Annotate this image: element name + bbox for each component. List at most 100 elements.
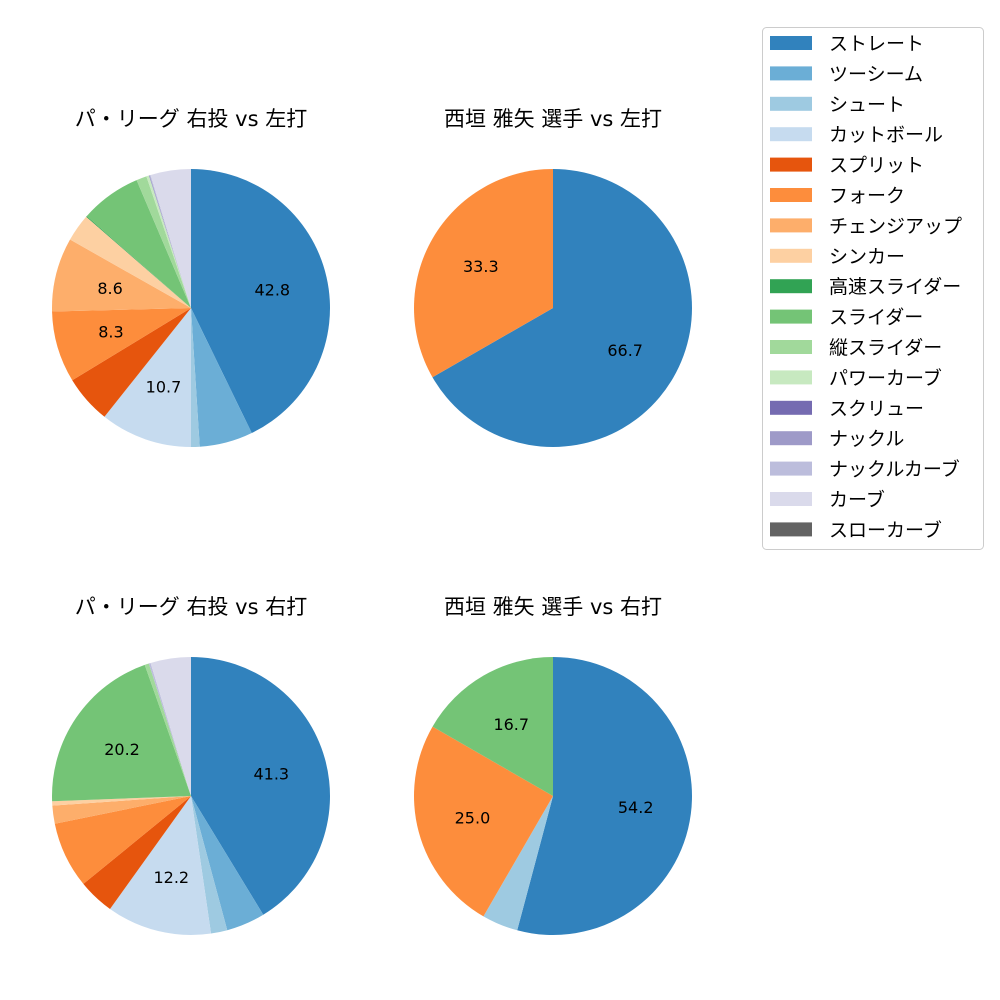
legend-swatch xyxy=(770,431,812,446)
legend-swatch xyxy=(770,218,812,233)
legend-swatch xyxy=(770,248,812,263)
legend-swatch xyxy=(770,66,812,81)
chart-title: パ・リーグ 右投 vs 右打 xyxy=(75,595,307,619)
pie-slice-ストレート xyxy=(191,657,331,915)
legend-swatch xyxy=(770,400,812,415)
pie-slice-カーブ xyxy=(150,657,191,796)
slice-data-label: 12.2 xyxy=(153,868,189,887)
legend-label: 高速スライダー xyxy=(829,276,961,298)
pie-slice-フォーク xyxy=(54,796,192,884)
legend-label: スローカーブ xyxy=(829,518,942,541)
pie-slice-ストレート xyxy=(432,169,692,448)
pie-slice-シンカー xyxy=(70,216,191,308)
legend-item: ナックル xyxy=(770,428,904,450)
pie-slice-スライダー xyxy=(86,180,191,308)
legend-swatch xyxy=(770,96,812,111)
legend-item: ナックルカーブ xyxy=(770,458,960,481)
legend-label: ストレート xyxy=(829,33,924,55)
pie-slice-カットボール xyxy=(110,796,212,935)
slice-data-label: 8.3 xyxy=(98,323,123,342)
legend-item: ストレート xyxy=(770,33,924,55)
legend-label: スクリュー xyxy=(829,398,924,420)
slice-data-label: 33.3 xyxy=(463,257,499,276)
pie-slice-高速スライダー xyxy=(86,216,191,308)
legend-item: スライダー xyxy=(770,307,923,329)
legend-swatch xyxy=(770,188,812,202)
slice-data-label: 42.8 xyxy=(254,280,290,299)
slice-data-label: 66.7 xyxy=(607,341,643,360)
pie-slice-フォーク xyxy=(414,726,553,917)
pie-slice-スプリット xyxy=(83,796,191,909)
pie-slice-縦スライダー xyxy=(136,176,191,308)
pie-slice-チェンジアップ xyxy=(52,239,191,312)
pie-slice-ストレート xyxy=(191,169,331,434)
pie-slice-シュート xyxy=(191,308,200,447)
chart-title: パ・リーグ 右投 vs 左打 xyxy=(75,107,307,131)
legend-label: カットボール xyxy=(829,124,943,146)
pie-slice-カーブ xyxy=(150,169,191,308)
legend-label: 縦スライダー xyxy=(829,337,942,359)
legend-label: パワーカーブ xyxy=(829,366,942,389)
legend-label: スプリット xyxy=(829,155,924,177)
pie-slice-ナックルカーブ xyxy=(148,663,191,796)
slice-data-label: 8.6 xyxy=(97,279,122,298)
legend-item: スクリュー xyxy=(770,398,924,420)
pie-chart-3: パ・リーグ 右投 vs 右打 41.3 12.2 20.2 xyxy=(52,595,331,935)
legend-label: フォーク xyxy=(829,185,905,207)
legend-item: スローカーブ xyxy=(770,518,942,541)
legend-swatch xyxy=(770,370,812,385)
legend-swatch xyxy=(770,279,812,294)
legend-label: ナックル xyxy=(829,428,904,450)
legend-item: フォーク xyxy=(770,185,905,207)
pie-slice-パワーカーブ xyxy=(146,175,191,308)
pie-chart-1: パ・リーグ 右投 vs 左打 42.8 10.7 8.3 8.6 xyxy=(52,107,331,447)
pie-slice-シュート xyxy=(191,796,228,934)
pie-slice-シュート xyxy=(483,796,553,931)
pie-slice-カットボール xyxy=(104,308,191,447)
pie-slice-スプリット xyxy=(72,308,191,417)
legend-swatch xyxy=(770,461,812,476)
legend-swatch xyxy=(770,340,812,354)
legend-item: 縦スライダー xyxy=(770,337,942,359)
pie-slice-ツーシーム xyxy=(191,308,252,447)
chart-title: 西垣 雅矢 選手 vs 左打 xyxy=(444,107,662,131)
slice-data-label: 41.3 xyxy=(253,764,289,783)
legend-item: カーブ xyxy=(770,488,885,511)
slice-data-label: 20.2 xyxy=(104,740,140,759)
slice-data-label: 16.7 xyxy=(493,715,529,734)
legend-label: シンカー xyxy=(829,246,905,268)
legend-item: ツーシーム xyxy=(770,63,923,85)
legend-swatch xyxy=(770,492,812,506)
chart-title: 西垣 雅矢 選手 vs 右打 xyxy=(444,595,662,619)
legend-item: カットボール xyxy=(770,124,943,146)
legend-swatch xyxy=(770,157,812,172)
pie-chart-4: 西垣 雅矢 選手 vs 右打 54.2 25.0 16.7 xyxy=(414,595,693,935)
pie-slice-スライダー xyxy=(52,664,191,802)
legend-frame xyxy=(762,27,984,550)
legend-label: ナックルカーブ xyxy=(829,458,960,481)
pie-slice-フォーク xyxy=(52,308,191,381)
slice-data-label: 25.0 xyxy=(455,809,491,828)
pie-slice-縦スライダー xyxy=(144,663,191,796)
legend-item: シンカー xyxy=(770,246,905,268)
legend-label: スライダー xyxy=(829,307,923,329)
pie-slice-ナックル xyxy=(148,175,191,308)
legend-item: シュート xyxy=(770,94,905,116)
legend: ストレートツーシームシュートカットボールスプリットフォークチェンジアップシンカー… xyxy=(762,27,984,550)
legend-swatch xyxy=(770,36,812,50)
pie-slice-シンカー xyxy=(52,796,192,806)
legend-label: チェンジアップ xyxy=(829,215,962,237)
legend-label: ツーシーム xyxy=(829,63,923,85)
legend-item: パワーカーブ xyxy=(770,366,942,389)
legend-swatch xyxy=(770,309,812,324)
legend-label: シュート xyxy=(829,94,905,116)
legend-swatch xyxy=(770,522,812,537)
pie-slice-チェンジアップ xyxy=(52,796,191,824)
pie-slice-スライダー xyxy=(432,657,553,796)
legend-item: スプリット xyxy=(770,155,924,177)
pie-chart-2: 西垣 雅矢 選手 vs 左打 66.7 33.3 xyxy=(414,107,692,448)
slice-data-label: 54.2 xyxy=(618,798,654,817)
pie-slice-ストレート xyxy=(517,657,693,935)
